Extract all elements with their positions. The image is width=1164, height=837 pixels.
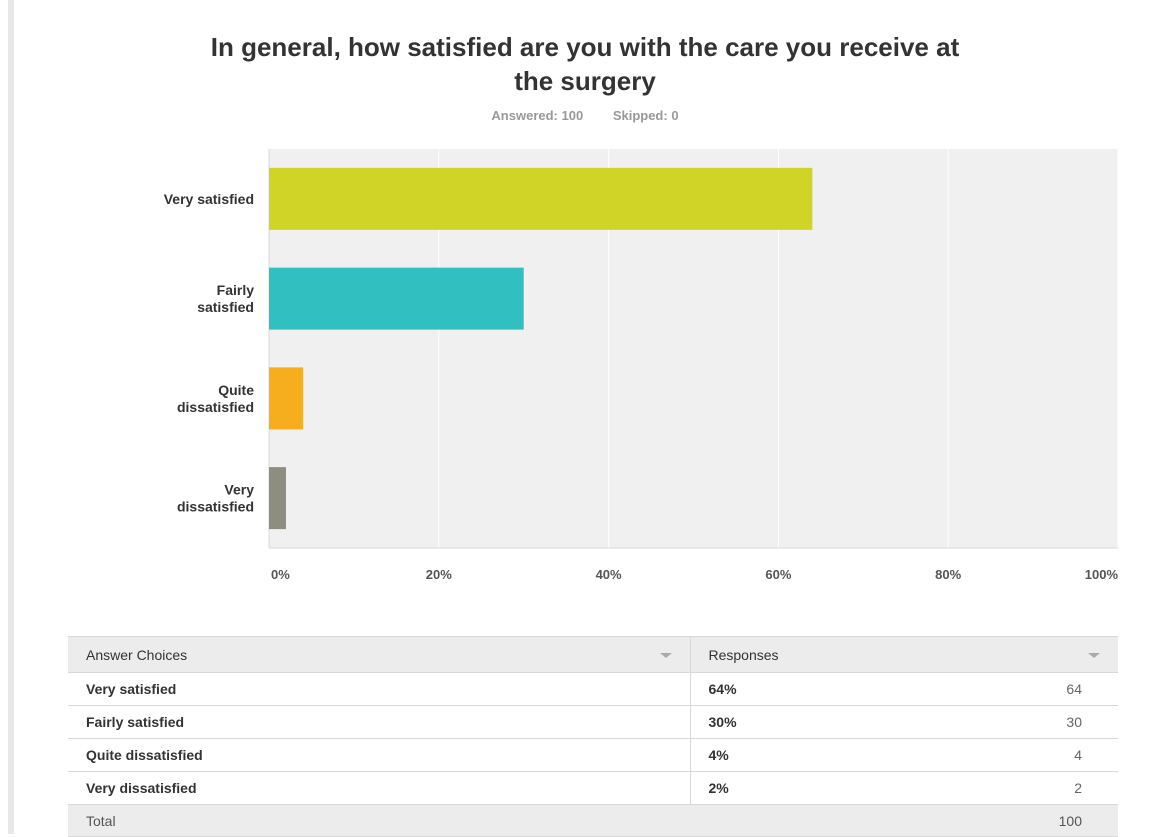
row-percent: 30% xyxy=(689,705,998,739)
table-row: Fairly satisfied 30% 30 xyxy=(68,705,1118,739)
response-summary: Answered: 100 Skipped: 0 xyxy=(200,108,970,123)
total-count: 100 xyxy=(998,804,1118,837)
category-label: Fairly satisfied xyxy=(197,282,254,315)
responses-header-label: Responses xyxy=(708,646,779,663)
left-border xyxy=(8,0,14,834)
bar-chart: Very satisfied Fairly satisfied Quite dissat… xyxy=(164,149,1119,582)
row-percent: 2% xyxy=(689,771,998,805)
category-label: Quite dissatisfied xyxy=(177,382,254,415)
table-row: Quite dissatisfied 4% 4 xyxy=(68,738,1118,772)
row-count: 64 xyxy=(998,672,1118,706)
skipped-count: Skipped: 0 xyxy=(612,108,679,123)
row-percent: 4% xyxy=(689,738,998,772)
row-choice: Fairly satisfied xyxy=(68,705,690,739)
bar xyxy=(269,167,813,230)
answer-choices-header-label: Answer Choices xyxy=(86,646,188,663)
table-row: Very satisfied 64% 64 xyxy=(68,672,1118,706)
table-row: Very dissatisfied 2% 2 xyxy=(68,771,1118,805)
x-tick-label: 0% xyxy=(271,567,290,582)
sort-down-icon[interactable] xyxy=(659,653,672,658)
bar xyxy=(269,367,303,430)
total-label: Total xyxy=(68,804,998,837)
row-percent: 64% xyxy=(689,672,998,706)
row-choice: Very satisfied xyxy=(68,672,690,706)
table-header-row: Answer Choices Responses xyxy=(68,636,1118,673)
x-tick-label: 20% xyxy=(426,567,452,582)
x-tick-label: 80% xyxy=(935,567,961,582)
bar xyxy=(269,467,286,530)
row-count: 2 xyxy=(998,771,1118,805)
category-label: Very satisfied xyxy=(164,191,254,207)
table-total-row: Total 100 xyxy=(68,804,1118,837)
sort-down-icon[interactable] xyxy=(1088,653,1100,658)
row-choice: Quite dissatisfied xyxy=(68,738,690,772)
answer-choices-header[interactable]: Answer Choices xyxy=(68,636,690,673)
row-count: 4 xyxy=(998,738,1118,772)
chart-title: In general, how satisfied are you with t… xyxy=(210,32,960,96)
results-table: Answer Choices Responses Very satisfied … xyxy=(68,636,1118,837)
x-tick-label: 100% xyxy=(1085,567,1119,582)
row-choice: Very dissatisfied xyxy=(68,771,690,805)
bar xyxy=(269,267,524,330)
row-count: 30 xyxy=(998,705,1118,739)
category-label: Very dissatisfied xyxy=(177,482,254,515)
answered-count: Answered: 100 xyxy=(491,108,584,123)
responses-header[interactable]: Responses xyxy=(689,636,1118,673)
x-tick-label: 40% xyxy=(596,567,622,582)
x-tick-label: 60% xyxy=(765,567,791,582)
